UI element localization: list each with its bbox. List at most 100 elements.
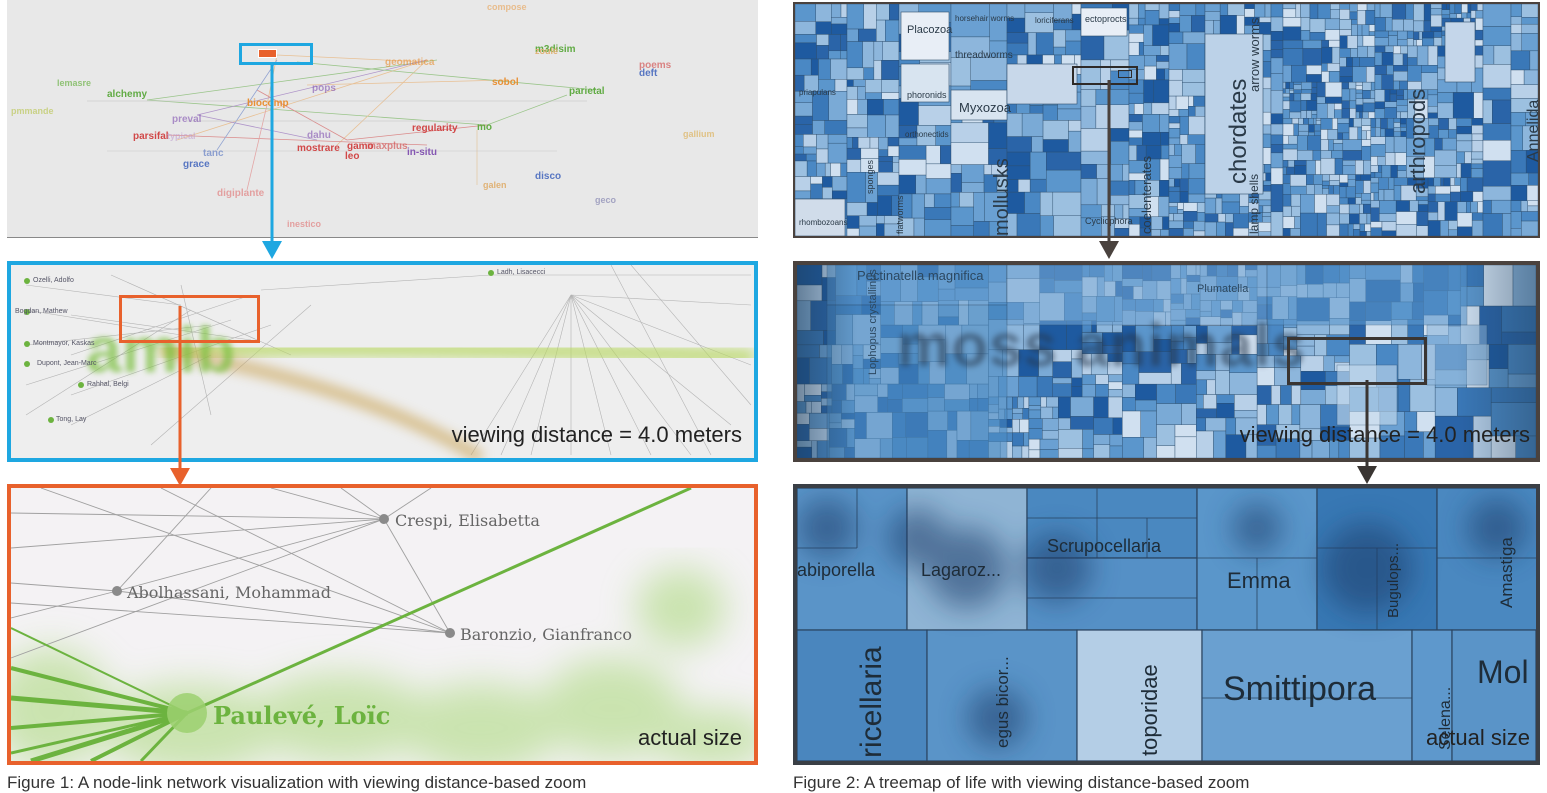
overview-node-label: regularity — [412, 123, 458, 134]
node-label-abolhassani: Abolhassani, Mohammad — [127, 583, 331, 602]
overview-node-label: parsifal — [133, 131, 169, 142]
mid-node-name: Bogdan, Mathew — [15, 308, 68, 315]
orange-zoom-box-small — [258, 49, 277, 58]
network-actual-edges — [11, 488, 754, 761]
node-label-crespi: Crespi, Elisabetta — [395, 511, 540, 530]
mid-node-name: Dupont, Jean-Marc — [37, 360, 97, 367]
mid-node-name: Montmayor, Kaskas — [33, 340, 95, 347]
treemap-actual — [797, 488, 1536, 761]
mid-node-name: Ladh, Lisacecci — [497, 269, 546, 276]
treemap-overview-label: mollusks — [991, 158, 1013, 236]
network-overview-edges — [87, 54, 598, 191]
left-mid-caption: viewing distance = 4.0 meters — [451, 422, 742, 447]
treemap-overview — [795, 4, 1538, 236]
network-overview-panel: compose m3disim zoulé poems deft lemasre geoma… — [7, 0, 758, 238]
treemap-mid-label-c: Plumatella — [1197, 283, 1249, 295]
treemap-overview-label: flatworms — [895, 195, 905, 234]
overview-node-label: pmmande — [11, 106, 54, 116]
overview-node-label: galen — [483, 180, 507, 190]
right-mid-caption: viewing distance = 4.0 meters — [1239, 422, 1530, 447]
overview-node-label: biocomp — [247, 98, 289, 109]
overview-node-label: deft — [639, 68, 658, 79]
overview-node-label: gamo — [347, 141, 374, 152]
treemap-midzoom-panel: Pectinatella magnifica Lophopus crystall… — [793, 261, 1540, 462]
network-actual-size-panel: Crespi, Elisabetta Abolhassani, Mohammad… — [7, 484, 758, 765]
treemap-overview-label: arthropods — [1405, 88, 1430, 194]
right-bottom-caption: actual size — [1426, 725, 1530, 750]
overview-node-label: parietal — [569, 86, 605, 97]
treemap-overview-label: Annelida — [1525, 99, 1540, 162]
treemap-overview-label: lamp shells — [1247, 173, 1261, 234]
left-bottom-caption: actual size — [638, 725, 742, 750]
overview-node-label: pops — [312, 83, 336, 94]
treemap-actual-label: Bugulops... — [1385, 542, 1402, 618]
cyan-zoom-box — [239, 43, 313, 65]
treemap-overview-label: phoronids — [907, 90, 947, 100]
overview-node-label: geomatica — [385, 57, 435, 68]
treemap-overview-label: arrow worms — [1247, 17, 1262, 92]
treemap-overview-label: priapulans — [799, 88, 836, 97]
node-label-pauleve: Paulevé, Loïc — [213, 701, 391, 730]
dark-zoom-box — [1072, 66, 1138, 85]
overview-node-label: in-situ — [407, 147, 437, 158]
treemap-overview-label: loriciferans — [1035, 16, 1074, 25]
treemap-actual-label: egus bicor... — [993, 656, 1012, 748]
treemap-actual-size-panel: abiporella Lagaroz... Scrupocellaria Emma Bu… — [793, 484, 1540, 765]
overview-node-label: lemasre — [57, 78, 92, 88]
overview-node-label: m3disim — [535, 44, 576, 55]
treemap-overview-label: Placozoa — [907, 24, 953, 36]
overview-node-label: dahu — [307, 130, 331, 141]
treemap-actual-label: Mol — [1477, 654, 1529, 690]
treemap-overview-label: ectoprocts — [1085, 14, 1127, 24]
mid-node-name: Ozelli, Adolfo — [33, 277, 74, 284]
treemap-overview-label: coelenterates — [1139, 155, 1154, 234]
overview-node-label: leo — [345, 151, 360, 162]
overview-node-label: geco — [595, 195, 617, 205]
overview-node-label: inestico — [287, 219, 322, 229]
orange-arrow — [170, 306, 190, 486]
overview-node-label: grace — [183, 159, 210, 170]
overview-node-label: digiplante — [217, 188, 265, 199]
treemap-actual-label: toporidae — [1137, 664, 1162, 756]
overview-node-label: sobol — [492, 77, 519, 88]
overview-node-label: preval — [172, 114, 202, 125]
treemap-mid-label-b: Lophopus crystallinus — [867, 269, 879, 375]
mid-node-name: Rahhal, Belgi — [87, 381, 129, 388]
orange-zoom-box — [119, 295, 260, 343]
overview-node-label: poems — [639, 60, 672, 71]
treemap-actual-label: Amastiga — [1497, 537, 1516, 608]
treemap-actual-label: Smittipora — [1223, 670, 1377, 708]
treemap-overview-label: chordates — [1225, 78, 1252, 184]
treemap-mid-label-a: Pectinatella magnifica — [857, 268, 984, 283]
treemap-overview-label: threadworms — [955, 50, 1013, 61]
overview-node-label: compose — [487, 2, 527, 12]
overview-node-label: maxplus — [367, 141, 408, 152]
treemap-overview-panel: Placozoa horsehair worms loriciferans ectop… — [793, 2, 1540, 238]
overview-node-label: tanc — [203, 148, 224, 159]
treemap-actual-label: Scrupocellaria — [1047, 536, 1162, 556]
overview-node-label: typical — [167, 131, 196, 141]
treemap-actual-label: ricellaria — [855, 646, 888, 758]
figure-caption-left: Figure 1: A node-link network visualizat… — [7, 773, 587, 792]
treemap-overview-label: orthonectids — [905, 130, 949, 139]
overview-node-label: disco — [535, 171, 562, 182]
treemap-actual-label: Lagaroz... — [921, 560, 1002, 580]
figure-caption-right: Figure 2: A treemap of life with viewing… — [793, 773, 1250, 792]
cyan-arrow — [262, 63, 282, 259]
treemap-overview-label: rhombozoans — [799, 218, 848, 227]
dark-zoom-box-mid — [1287, 337, 1427, 385]
overview-node-label: mostrare — [297, 143, 340, 154]
node-label-baronzio: Baronzio, Gianfranco — [460, 625, 632, 644]
overview-node-label: mo — [477, 122, 492, 133]
treemap-actual-label: abiporella — [797, 560, 876, 580]
treemap-overview-label: sponges — [865, 159, 875, 194]
treemap-mid-big-label: moss animals — [897, 312, 1306, 379]
mid-node-name: Tong, Lay — [56, 416, 87, 423]
overview-node-label: alchemy — [107, 89, 148, 100]
treemap-overview-label: Myxozoa — [959, 100, 1012, 115]
overview-node-label: zoulé — [535, 46, 559, 56]
network-mid-big-label: amib — [86, 314, 235, 386]
dark-arrow-1 — [1099, 80, 1119, 259]
treemap-overview-label: horsehair worms — [955, 14, 1015, 23]
overview-node-label: gallium — [683, 129, 715, 139]
